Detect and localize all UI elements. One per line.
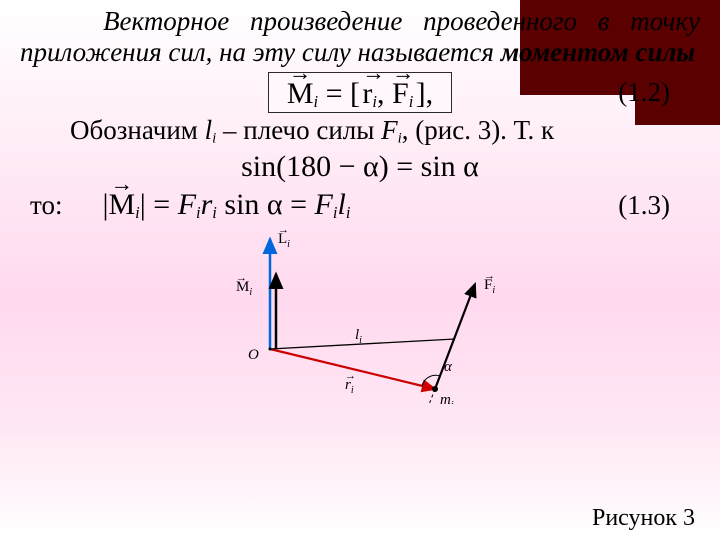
svg-text:li: li <box>355 327 362 346</box>
svg-text:→: → <box>278 229 289 236</box>
svg-text:α: α <box>444 359 453 375</box>
eq1-r: r <box>362 77 372 111</box>
figure-3: Li Mi Fi O li ri α mi → → → → <box>200 229 520 404</box>
equation-2-row: то: Mi = Firi sin α = Fili (1.3) <box>20 188 700 223</box>
fig-mi-point <box>432 386 438 392</box>
svg-text:→: → <box>345 370 356 382</box>
svg-text:O: O <box>248 347 259 363</box>
equation-1-row: Mi = [ri, Fi], (1.2) <box>20 72 700 113</box>
intro-text: Векторное произведение проведенного в то… <box>20 6 700 68</box>
to-label: то: <box>20 190 102 221</box>
fig-l-line <box>270 339 455 349</box>
equation-1-box: Mi = [ri, Fi], <box>268 72 452 113</box>
equation-2: Mi = Firi sin α = Fili <box>102 188 350 223</box>
svg-text:→: → <box>236 272 247 284</box>
fig-F-vector <box>435 284 475 389</box>
fig-O-point <box>269 348 272 351</box>
figure-caption: Рисунок 3 <box>592 505 695 532</box>
line-2: Обозначим li – плечо силы Fi, (рис. 3). … <box>20 115 700 148</box>
svg-text:→: → <box>484 270 495 282</box>
equation-2-number: (1.3) <box>618 190 670 221</box>
eq1-lhs: M <box>287 77 314 111</box>
slide-content: Векторное произведение проведенного в то… <box>0 0 720 414</box>
intro-bold: моментом силы <box>501 37 695 67</box>
fig-r-vector <box>270 349 435 389</box>
eq1-f: F <box>392 77 409 111</box>
svg-text:mi: mi <box>440 392 454 404</box>
equation-1-number: (1.2) <box>618 77 670 108</box>
